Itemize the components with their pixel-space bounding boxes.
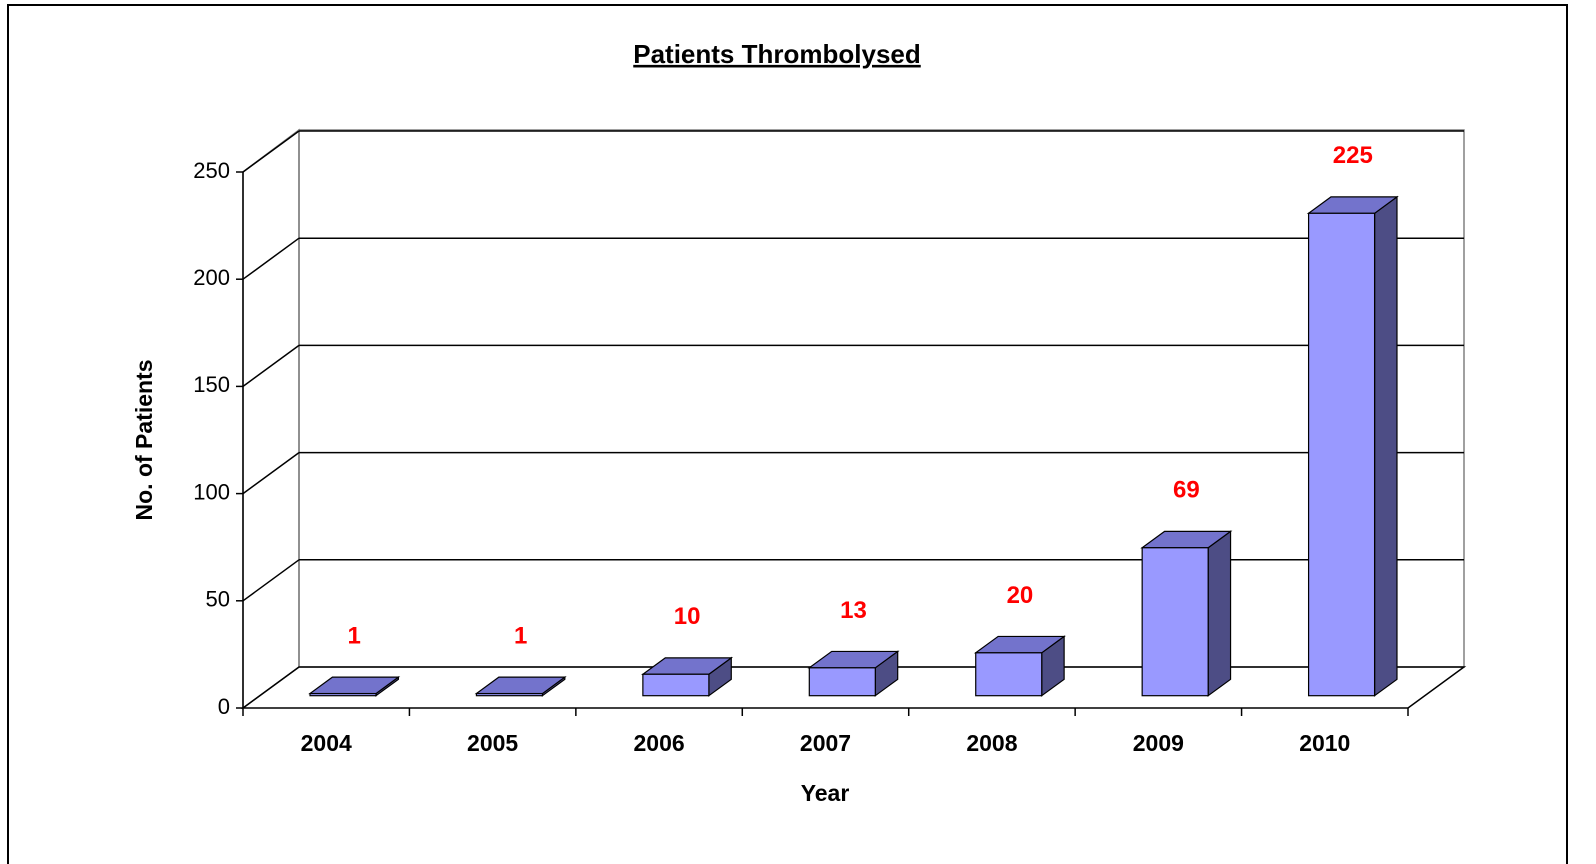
data-label: 225: [1333, 142, 1373, 169]
x-tick-label: 2010: [1299, 730, 1350, 756]
bar: [1306, 195, 1399, 697]
floor: [240, 666, 1467, 709]
y-tick-label: 0: [218, 694, 230, 719]
bar-front: [642, 673, 710, 697]
bar: [1140, 530, 1233, 697]
bar: [973, 635, 1066, 697]
y-tick-label: 250: [193, 158, 230, 183]
bar: [641, 656, 734, 697]
data-label: 20: [1007, 582, 1034, 609]
bar: [807, 650, 900, 697]
bar-front: [808, 667, 876, 697]
y-axis-title: No. of Patients: [131, 359, 157, 520]
data-label: 13: [840, 597, 867, 624]
bar-front: [475, 692, 544, 697]
bar: [474, 675, 567, 697]
x-tick-label: 2007: [800, 730, 851, 756]
grid-line-side: [242, 344, 300, 388]
y-tick-label: 50: [206, 587, 230, 612]
grid-line-side: [242, 237, 300, 280]
bar-front: [975, 652, 1043, 697]
bar-side: [1207, 530, 1232, 697]
x-tick-label: 2004: [301, 730, 352, 756]
data-label: 10: [674, 603, 701, 630]
x-axis-title: Year: [801, 780, 850, 806]
data-label: 69: [1173, 477, 1200, 504]
y-tick-label: 100: [193, 479, 230, 504]
x-tick-label: 2005: [467, 730, 518, 756]
grid-line-side: [242, 451, 300, 495]
x-tick-label: 2008: [966, 730, 1017, 756]
bar-front: [309, 692, 377, 697]
y-tick-label: 150: [193, 372, 230, 397]
x-tick-label: 2006: [633, 730, 684, 756]
bar-front: [1141, 547, 1209, 697]
chart-title: Patients Thrombolysed: [633, 39, 921, 69]
grid-line-side: [242, 130, 300, 173]
data-label: 1: [514, 622, 527, 649]
y-tick-label: 200: [193, 265, 230, 290]
x-tick-label: 2009: [1133, 730, 1184, 756]
bar-front: [1307, 212, 1376, 697]
data-label: 1: [348, 622, 361, 649]
grid-line-side: [242, 559, 300, 602]
bar: [308, 675, 401, 697]
chart-border: [7, 4, 1568, 864]
bar-side: [1373, 195, 1398, 697]
